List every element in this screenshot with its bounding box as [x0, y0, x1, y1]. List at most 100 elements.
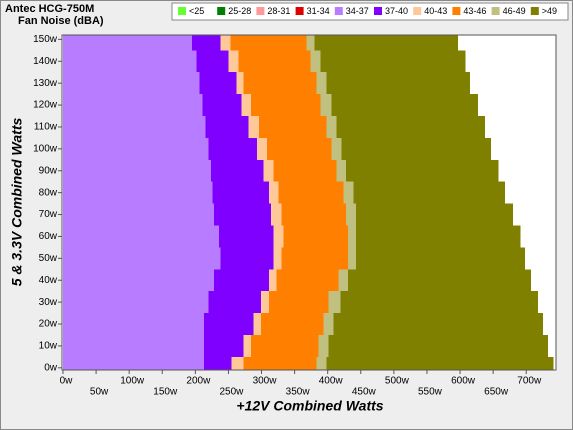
y-tick-label: 30w — [39, 297, 58, 308]
y-tick-label: 100w — [33, 143, 58, 154]
noise-segment — [270, 203, 282, 226]
noise-segment — [343, 181, 354, 204]
noise-segment — [243, 356, 317, 370]
noise-segment — [212, 181, 269, 204]
x-tick-label: 250w — [219, 387, 244, 398]
noise-segment — [202, 94, 242, 117]
noise-segment — [63, 291, 209, 314]
noise-segment — [348, 225, 357, 248]
noise-segment — [199, 72, 237, 95]
noise-segment — [208, 137, 257, 160]
y-tick-label: 20w — [39, 319, 58, 330]
y-tick-label: 90w — [39, 165, 58, 176]
noise-segment — [63, 356, 204, 370]
noise-segment — [63, 181, 213, 204]
noise-segment — [333, 313, 543, 335]
noise-segment — [276, 269, 339, 292]
y-tick-label: 140w — [33, 56, 58, 67]
noise-segment — [231, 356, 244, 370]
noise-segment — [353, 181, 506, 204]
noise-segment — [208, 291, 261, 314]
noise-segment — [336, 159, 347, 182]
noise-segment — [203, 313, 254, 335]
noise-segment — [211, 159, 264, 182]
noise-segment — [348, 269, 531, 292]
legend-swatch — [374, 7, 382, 15]
chart-title: Antec HCG-750M — [5, 3, 94, 15]
noise-segment — [203, 334, 244, 357]
legend-swatch — [491, 7, 500, 15]
noise-segment — [306, 35, 315, 51]
noise-segment — [243, 334, 251, 357]
noise-segment — [336, 116, 486, 138]
noise-segment — [281, 247, 349, 270]
legend-label: 43-46 — [463, 6, 486, 16]
x-tick-label: 500w — [385, 376, 410, 387]
noise-segment — [243, 72, 317, 95]
noise-segment — [268, 181, 279, 204]
noise-segment — [219, 225, 274, 248]
noise-segment — [268, 291, 329, 314]
noise-segment — [326, 356, 554, 370]
legend-label: 40-43 — [424, 6, 447, 16]
legend-swatch — [530, 7, 539, 15]
noise-segment — [63, 35, 193, 51]
noise-segment — [283, 225, 349, 248]
noise-segment — [260, 313, 324, 335]
x-tick-label: 400w — [319, 376, 344, 387]
x-tick-label: 0w — [60, 376, 74, 387]
noise-segment — [341, 137, 492, 160]
noise-segment — [331, 137, 342, 160]
x-tick-label: 550w — [418, 387, 443, 398]
noise-segment — [323, 313, 334, 335]
noise-segment — [63, 159, 212, 182]
noise-segment — [220, 247, 274, 270]
legend-label: 34-37 — [346, 6, 369, 16]
noise-segment — [314, 35, 459, 51]
noise-segment — [273, 225, 284, 248]
noise-segment — [348, 247, 357, 270]
x-tick-label: 650w — [484, 387, 509, 398]
noise-segment — [63, 203, 214, 226]
y-tick-label: 0w — [44, 362, 58, 373]
chart-subtitle: Fan Noise (dBA) — [18, 15, 104, 27]
x-axis-label: +12V Combined Watts — [236, 398, 383, 414]
legend-label: 46-49 — [503, 6, 526, 16]
noise-segment — [250, 94, 321, 117]
noise-segment — [268, 269, 277, 292]
noise-segment — [213, 203, 271, 226]
noise-segment — [316, 72, 327, 95]
noise-segment — [356, 247, 525, 270]
noise-segment — [328, 291, 341, 314]
noise-segment — [213, 269, 269, 292]
legend-label: 37-40 — [385, 6, 408, 16]
noise-segment — [310, 50, 321, 73]
y-tick-label: 60w — [39, 231, 58, 242]
legend-box — [171, 2, 569, 21]
x-tick-label: 150w — [153, 387, 178, 398]
noise-segment — [256, 137, 267, 160]
y-tick-label: 40w — [39, 275, 58, 286]
noise-segment — [63, 334, 204, 357]
marks — [63, 35, 554, 370]
noise-segment — [236, 72, 244, 95]
y-tick-label: 130w — [33, 78, 58, 89]
noise-segment — [205, 116, 249, 138]
y-tick-label: 50w — [39, 253, 58, 264]
noise-segment — [63, 269, 214, 292]
noise-segment — [260, 291, 269, 314]
noise-segment — [253, 313, 261, 335]
noise-segment — [273, 159, 337, 182]
x-tick-label: 450w — [352, 387, 377, 398]
legend-swatch — [217, 7, 226, 15]
legend-label: 25-28 — [228, 6, 251, 16]
legend-swatch — [452, 7, 461, 15]
noise-segment — [241, 94, 251, 117]
y-tick-label: 120w — [33, 100, 58, 111]
noise-segment — [266, 137, 332, 160]
noise-segment — [273, 247, 282, 270]
noise-segment — [63, 72, 200, 95]
y-tick-label: 110w — [34, 122, 58, 133]
noise-segment — [320, 50, 466, 73]
